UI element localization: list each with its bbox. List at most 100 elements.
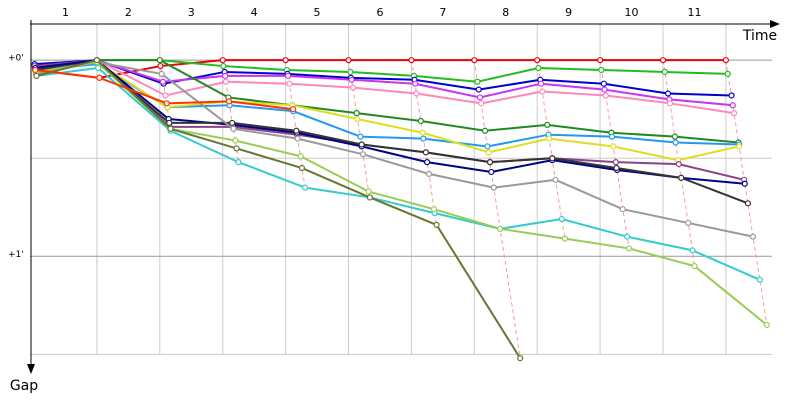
point	[602, 92, 609, 99]
point	[741, 180, 748, 187]
point	[157, 62, 164, 70]
point	[488, 168, 495, 176]
x-tick-label: 11	[687, 6, 701, 19]
x-axis-arrow	[770, 20, 780, 28]
point	[167, 125, 174, 132]
point	[659, 57, 667, 64]
x-tick-label: 6	[376, 6, 383, 19]
point	[365, 188, 372, 195]
series-line	[34, 59, 733, 107]
point	[354, 115, 361, 123]
point	[230, 125, 237, 132]
point	[422, 149, 429, 156]
point	[689, 247, 696, 254]
point	[290, 106, 297, 113]
x-tick-label: 5	[314, 6, 321, 19]
point	[424, 159, 431, 166]
point	[359, 151, 367, 158]
y-tick-label: +0'	[8, 54, 24, 64]
point	[225, 98, 233, 105]
point	[490, 184, 497, 191]
point	[302, 184, 309, 191]
point	[353, 110, 360, 117]
x-tick-label: 3	[188, 6, 195, 19]
point	[162, 92, 169, 99]
point	[474, 78, 481, 85]
point	[624, 233, 631, 240]
plot	[31, 57, 770, 362]
point	[729, 102, 736, 109]
point	[546, 135, 553, 142]
point	[285, 72, 292, 79]
point	[610, 143, 617, 150]
point	[357, 133, 364, 140]
series-line	[35, 61, 754, 238]
point	[666, 100, 674, 107]
point	[32, 66, 39, 74]
point	[425, 170, 433, 178]
point	[544, 121, 551, 128]
point	[749, 233, 757, 240]
point	[478, 100, 485, 107]
point	[484, 143, 491, 150]
point	[730, 110, 738, 117]
y-tick-label: +1'	[8, 250, 24, 260]
point	[348, 76, 355, 83]
point	[419, 129, 426, 136]
point	[282, 57, 289, 64]
point	[625, 245, 633, 252]
series-line	[36, 66, 761, 281]
point	[347, 68, 354, 76]
point	[417, 117, 424, 125]
point	[229, 119, 236, 127]
point	[691, 262, 698, 270]
point	[598, 66, 605, 74]
point	[601, 86, 608, 93]
point	[517, 355, 524, 362]
x-axis-title: Time	[742, 28, 777, 44]
point	[420, 135, 427, 142]
point	[345, 57, 352, 64]
point	[685, 219, 692, 227]
point	[481, 127, 489, 134]
lap-link	[536, 60, 566, 239]
x-tick-label: 8	[502, 6, 509, 19]
series-line	[35, 59, 735, 115]
point	[159, 78, 167, 85]
point	[600, 80, 607, 87]
point	[293, 127, 300, 134]
point	[539, 88, 546, 95]
point	[597, 57, 604, 64]
point	[664, 90, 672, 97]
point	[156, 57, 163, 64]
point	[661, 68, 668, 76]
point	[158, 70, 165, 78]
point	[95, 64, 102, 72]
point	[728, 92, 735, 99]
series-line	[36, 59, 522, 359]
point	[235, 159, 242, 166]
series-line	[34, 59, 732, 97]
point	[413, 90, 420, 97]
point	[534, 57, 541, 64]
point	[756, 276, 763, 283]
x-tick-label: 9	[565, 6, 572, 19]
point	[537, 80, 545, 87]
point	[412, 80, 419, 87]
series-line	[35, 59, 745, 185]
point	[430, 206, 438, 213]
point	[222, 78, 229, 85]
point	[612, 159, 619, 166]
series-line	[35, 59, 726, 79]
point	[297, 153, 304, 160]
point	[496, 225, 504, 232]
point	[744, 200, 752, 207]
y-axis-title: Gap	[10, 378, 38, 394]
x-tick-label: 1	[62, 6, 69, 19]
x-tick-label: 10	[625, 6, 639, 19]
point	[678, 174, 685, 181]
point	[298, 164, 306, 172]
point	[433, 221, 440, 228]
point	[220, 62, 227, 70]
